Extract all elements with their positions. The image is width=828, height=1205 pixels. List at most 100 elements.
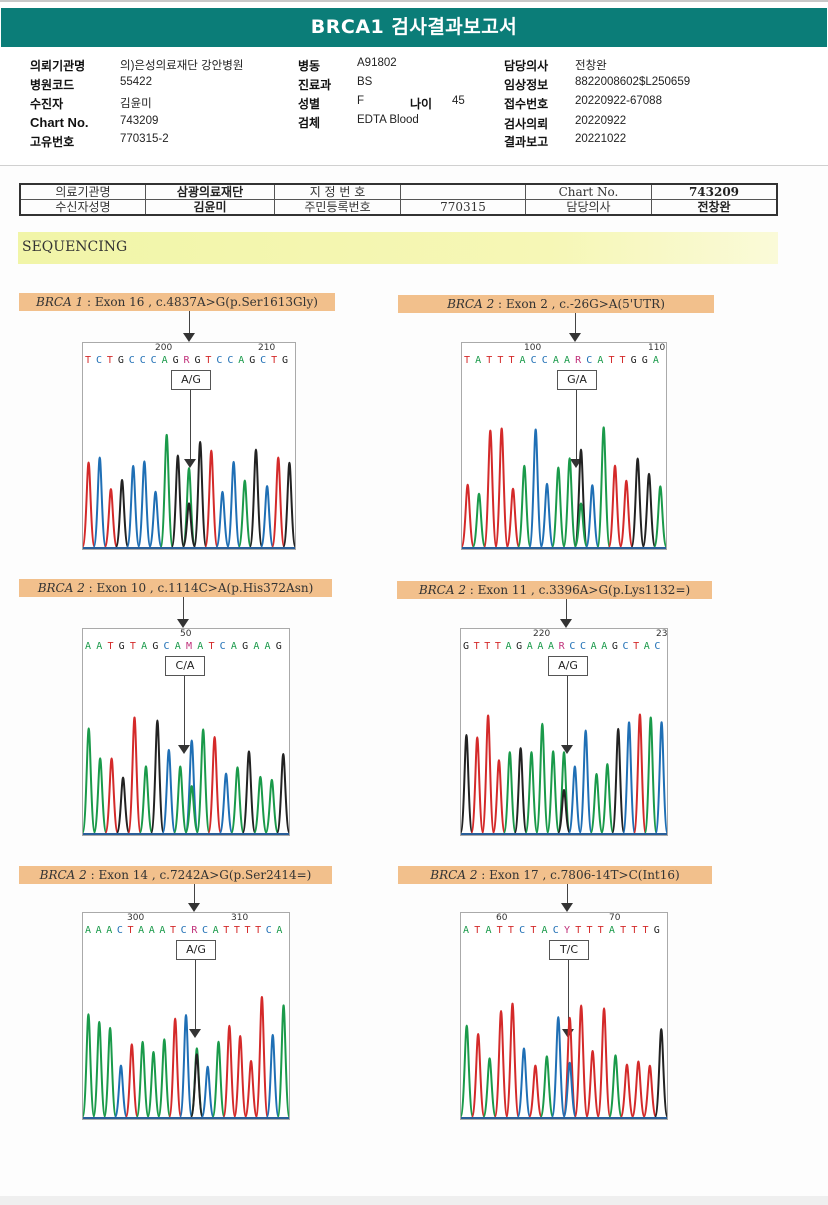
trace-peak	[550, 1016, 566, 1118]
gene-name: BRCA 2	[447, 297, 495, 311]
chromatogram: 60 70 A T A T T C T A C Y T T T A T T T G T/C	[460, 912, 668, 1120]
cell: 770315	[400, 199, 526, 216]
label-clinical-info: 임상정보	[504, 78, 549, 92]
base-call: T	[244, 925, 251, 936]
report-title: BRCA1 검사결과보고서	[1, 8, 827, 47]
variant-description: : Exon 2 , c.-26G>A(5'UTR)	[494, 297, 665, 311]
chromatogram: 100 110 T A T T T A C C A A R C A T T G G A G/A	[461, 342, 667, 550]
trace-peak	[275, 753, 289, 834]
base-call: C	[227, 355, 234, 366]
base-call: C	[219, 641, 226, 652]
trace-peak	[585, 484, 600, 548]
trace-peak	[557, 789, 571, 834]
trace-peak	[233, 1034, 248, 1118]
cell: 의료기관명	[19, 183, 146, 200]
trace-peak	[470, 736, 485, 834]
trace-peak	[207, 735, 222, 834]
position-tick: 310	[231, 913, 249, 923]
value-hospital-code: 55422	[120, 76, 152, 88]
trace-peak	[113, 1064, 128, 1118]
trace-peak	[215, 490, 230, 548]
label-unique-no: 고유번호	[30, 135, 75, 149]
value-chart-no: 743209	[120, 115, 159, 127]
variant-description: : Exon 11 , c.3396A>G(p.Lys1132=)	[465, 583, 691, 597]
base-call: C	[265, 925, 272, 936]
trace-peak	[184, 785, 200, 834]
base-call: G	[611, 641, 618, 652]
value-request-date: 20220922	[575, 115, 627, 127]
variant-label: BRCA 1 : Exon 16 , c.4837A>G(p.Ser1613Gl…	[19, 293, 335, 311]
base-call: G	[152, 641, 159, 652]
cell: 김윤미	[145, 199, 275, 216]
base-call: T	[642, 925, 649, 936]
trace-peak	[546, 750, 561, 834]
value-institution: 의)은성의료재단 강안병원	[120, 60, 244, 72]
trace-peak	[189, 1053, 204, 1118]
scan-header-table: 의료기관명 삼광의료재단 지 정 번 호 Chart No. 743209 수신…	[19, 183, 778, 216]
trace-peak	[248, 448, 264, 548]
trace-peak	[461, 733, 474, 834]
trace-peak	[528, 1064, 543, 1118]
cell: 담당의사	[525, 199, 652, 216]
trace-peak	[596, 426, 611, 548]
trace-peak	[168, 1017, 183, 1118]
base-call: G	[463, 641, 470, 652]
base-call: A	[276, 925, 283, 936]
base-call: C	[95, 355, 102, 366]
position-tick: 210	[258, 343, 276, 353]
base-call: M	[186, 641, 193, 652]
arrow-down-icon	[561, 745, 573, 754]
gene-name: BRCA 2	[37, 581, 85, 595]
arrow-down-icon	[189, 1029, 201, 1038]
genotype-callout: A/G	[171, 370, 211, 390]
base-call: G	[641, 355, 648, 366]
genotype-callout: T/C	[549, 940, 589, 960]
trace-peak	[226, 460, 241, 548]
arrow-down-icon	[178, 745, 190, 754]
position-tick: 220	[533, 629, 551, 639]
cell	[400, 183, 526, 200]
base-call: T	[597, 925, 604, 936]
trace-peak	[222, 1024, 237, 1118]
trace-peak	[653, 1028, 667, 1118]
genotype-callout: G/A	[557, 370, 597, 390]
gene-name: BRCA 2	[418, 583, 466, 597]
base-call: A	[141, 641, 148, 652]
trace-peak	[230, 766, 245, 834]
base-call: C	[150, 355, 157, 366]
base-call: T	[508, 355, 515, 366]
variant-label: BRCA 2 : Exon 2 , c.-26G>A(5'UTR)	[398, 295, 714, 313]
base-call: C	[541, 355, 548, 366]
value-specimen: EDTA Blood	[357, 114, 419, 126]
value-clinical-info: 8822008602$L250659	[575, 76, 691, 88]
arrow-down-icon	[177, 619, 189, 628]
callout-pointer	[190, 390, 191, 459]
base-call: T	[496, 925, 503, 936]
base-call: G	[630, 355, 637, 366]
trace-peak	[146, 1051, 161, 1118]
pointer-line	[189, 311, 190, 334]
trace-peak	[282, 461, 295, 548]
base-call: T	[608, 355, 615, 366]
base-call: T	[620, 925, 627, 936]
base-call: R	[575, 355, 582, 366]
base-call: T	[486, 355, 493, 366]
arrow-down-icon	[569, 333, 581, 342]
label-request-date: 검사의뢰	[504, 117, 549, 131]
value-patient: 김윤미	[120, 98, 152, 110]
base-call: R	[558, 641, 565, 652]
base-call: A	[197, 641, 204, 652]
trace-peak	[643, 716, 658, 834]
trace-peak	[562, 457, 577, 548]
base-call: A	[463, 925, 470, 936]
base-call: T	[255, 925, 262, 936]
label-sex: 성별	[298, 97, 321, 111]
trace-peak	[562, 1061, 578, 1118]
label-result-date: 결과보고	[504, 135, 549, 149]
base-call: G	[249, 355, 256, 366]
genotype-callout: A/G	[176, 940, 216, 960]
trace-plot	[83, 433, 295, 549]
trace-peak	[535, 722, 550, 834]
base-call: C	[139, 355, 146, 366]
trace-peak	[148, 490, 163, 548]
